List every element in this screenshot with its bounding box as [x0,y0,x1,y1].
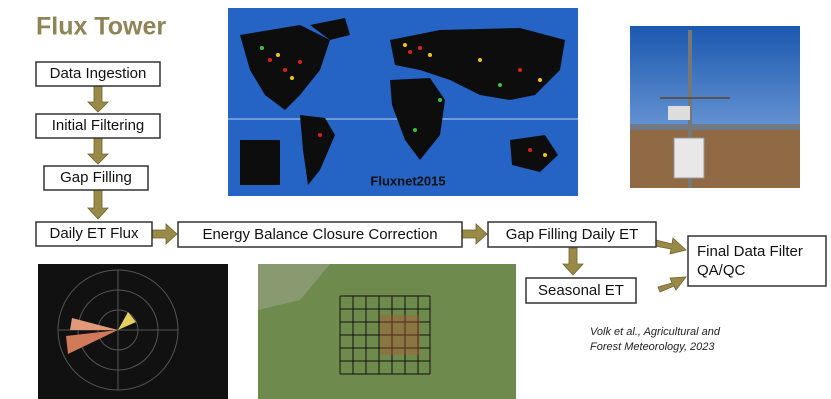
node-label: Initial Filtering [52,117,145,134]
title: Flux Tower [36,13,166,41]
wind-rose [38,264,228,399]
node-label: Energy Balance Closure Correction [202,226,437,243]
slide: Flux Tower Fluxnet2015 [0,0,831,399]
node-label: QA/QC [697,262,746,279]
node-label: Seasonal ET [538,282,624,299]
node-label: Gap Filling [60,169,132,186]
map-label: Fluxnet2015 [370,173,445,188]
citation: Volk et al., Agricultural and [590,326,721,338]
tower-photo [630,26,800,188]
node-label: Daily ET Flux [50,225,139,242]
aerial-photo [258,264,516,399]
citation: Forest Meteorology, 2023 [590,341,715,353]
node-label: Data Ingestion [50,65,147,82]
node-label: Gap Filling Daily ET [506,226,639,243]
fluxnet-map: Fluxnet2015 [228,8,578,196]
node-label: Final Data Filter [697,243,803,260]
